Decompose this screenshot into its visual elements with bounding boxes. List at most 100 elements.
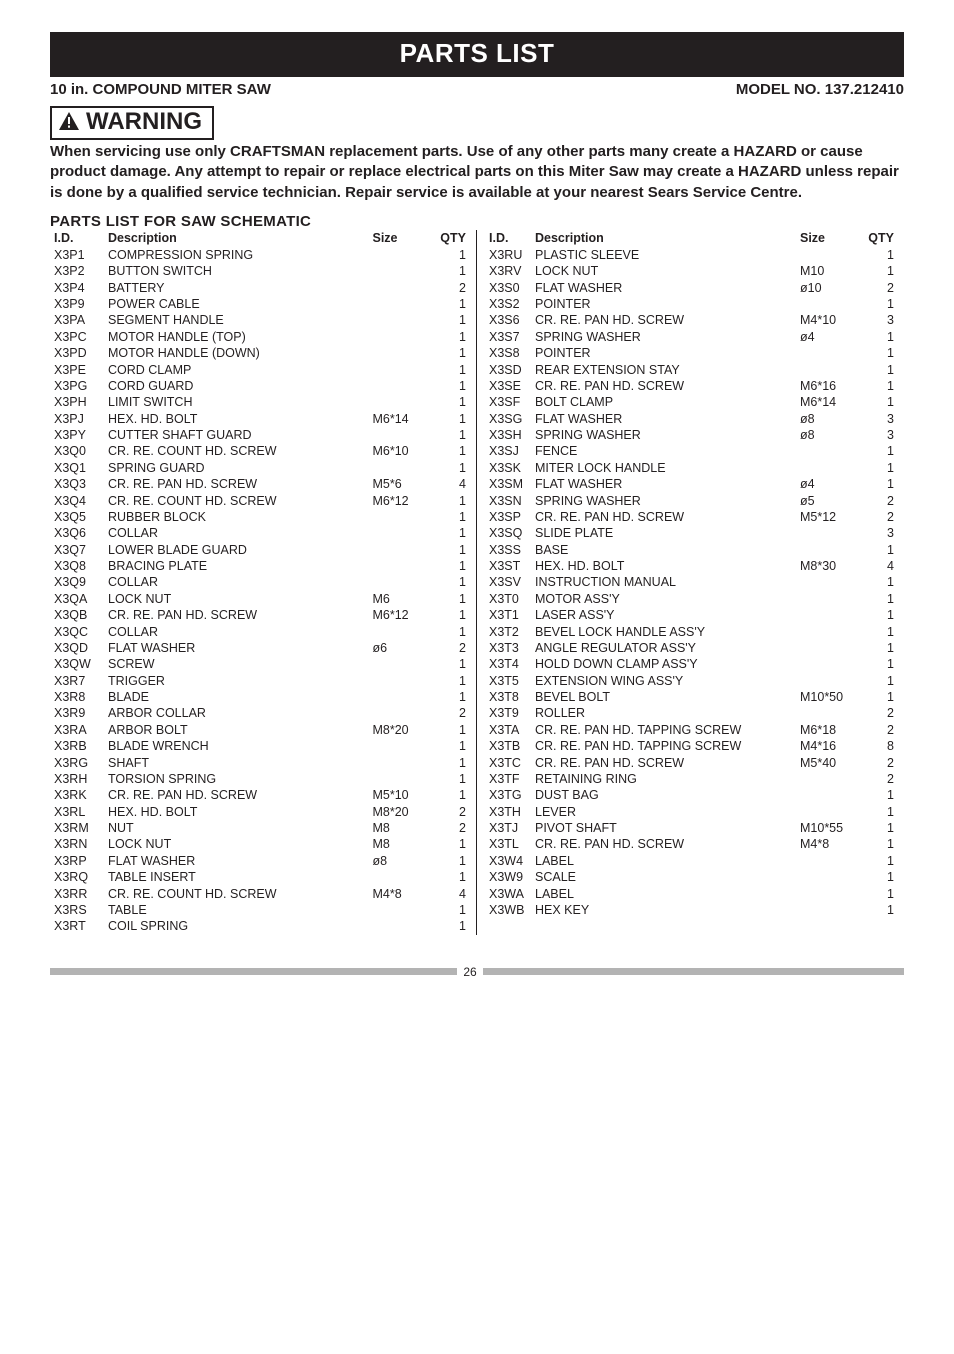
cell-id: X3QA bbox=[50, 591, 104, 607]
cell-qty: 1 bbox=[860, 689, 904, 705]
cell-qty: 1 bbox=[860, 656, 904, 672]
cell-id: X3PJ bbox=[50, 411, 104, 427]
cell-id: X3SM bbox=[477, 476, 531, 492]
cell-id: X3RM bbox=[50, 820, 104, 836]
table-row: X3RRCR. RE. COUNT HD. SCREWM4*84 bbox=[50, 885, 477, 901]
table-row: X3W4LABEL1 bbox=[477, 853, 904, 869]
cell-size bbox=[796, 345, 860, 361]
col-header-qty: QTY bbox=[433, 230, 477, 247]
cell-desc: FLAT WASHER bbox=[531, 476, 796, 492]
table-row: X3WALABEL1 bbox=[477, 885, 904, 901]
warning-label: WARNING bbox=[86, 110, 202, 134]
cell-id: X3PG bbox=[50, 378, 104, 394]
cell-size: M6*12 bbox=[369, 492, 433, 508]
cell-id: X3R7 bbox=[50, 673, 104, 689]
cell-desc: FLAT WASHER bbox=[531, 411, 796, 427]
table-row: X3QWSCREW1 bbox=[50, 656, 477, 672]
cell-qty: 2 bbox=[860, 492, 904, 508]
table-row: X3RSTABLE1 bbox=[50, 902, 477, 918]
cell-desc: COLLAR bbox=[104, 623, 369, 639]
cell-id: X3RV bbox=[477, 263, 531, 279]
parts-table-left: I.D. Description Size QTY X3P1COMPRESSIO… bbox=[50, 230, 477, 935]
cell-desc: SPRING WASHER bbox=[531, 427, 796, 443]
col-header-id: I.D. bbox=[50, 230, 104, 247]
cell-id: X3SP bbox=[477, 509, 531, 525]
cell-desc: RUBBER BLOCK bbox=[104, 509, 369, 525]
cell-qty: 1 bbox=[433, 771, 477, 787]
cell-size bbox=[369, 525, 433, 541]
table-row: X3RBBLADE WRENCH1 bbox=[50, 738, 477, 754]
cell-desc: CR. RE. PAN HD. SCREW bbox=[531, 754, 796, 770]
cell-qty: 2 bbox=[860, 722, 904, 738]
cell-size: M5*40 bbox=[796, 754, 860, 770]
cell-qty: 3 bbox=[860, 525, 904, 541]
table-row: X3PJHEX. HD. BOLTM6*141 bbox=[50, 411, 477, 427]
cell-desc: LEVER bbox=[531, 804, 796, 820]
cell-desc: CR. RE. PAN HD. SCREW bbox=[531, 509, 796, 525]
table-row: X3Q5RUBBER BLOCK1 bbox=[50, 509, 477, 525]
cell-id: X3Q1 bbox=[50, 460, 104, 476]
cell-qty: 1 bbox=[433, 394, 477, 410]
cell-size bbox=[369, 329, 433, 345]
table-row: X3RUPLASTIC SLEEVE1 bbox=[477, 247, 904, 263]
cell-size bbox=[369, 558, 433, 574]
cell-desc: COLLAR bbox=[104, 574, 369, 590]
table-row: X3T4HOLD DOWN CLAMP ASS'Y1 bbox=[477, 656, 904, 672]
cell-id: X3TB bbox=[477, 738, 531, 754]
warning-triangle-icon bbox=[58, 111, 80, 135]
cell-desc: HEX. HD. BOLT bbox=[531, 558, 796, 574]
cell-qty: 1 bbox=[433, 411, 477, 427]
cell-qty: 2 bbox=[433, 280, 477, 296]
cell-desc: POINTER bbox=[531, 296, 796, 312]
cell-qty: 1 bbox=[860, 836, 904, 852]
table-row: X3TACR. RE. PAN HD. TAPPING SCREWM6*182 bbox=[477, 722, 904, 738]
table-row: X3TJPIVOT SHAFTM10*551 bbox=[477, 820, 904, 836]
cell-size bbox=[369, 656, 433, 672]
cell-desc: BLADE WRENCH bbox=[104, 738, 369, 754]
cell-desc: FLAT WASHER bbox=[531, 280, 796, 296]
cell-qty: 2 bbox=[860, 509, 904, 525]
cell-desc: HEX KEY bbox=[531, 902, 796, 918]
cell-id: X3R9 bbox=[50, 705, 104, 721]
table-row: X3TBCR. RE. PAN HD. TAPPING SCREWM4*168 bbox=[477, 738, 904, 754]
cell-qty: 1 bbox=[433, 754, 477, 770]
cell-id: X3RT bbox=[50, 918, 104, 934]
table-row: X3SSBASE1 bbox=[477, 542, 904, 558]
cell-desc: MOTOR ASS'Y bbox=[531, 591, 796, 607]
cell-size: M5*10 bbox=[369, 787, 433, 803]
cell-desc: MITER LOCK HANDLE bbox=[531, 460, 796, 476]
cell-size bbox=[369, 542, 433, 558]
cell-id: X3SE bbox=[477, 378, 531, 394]
cell-id: X3S6 bbox=[477, 312, 531, 328]
cell-desc: SLIDE PLATE bbox=[531, 525, 796, 541]
cell-desc: TABLE INSERT bbox=[104, 869, 369, 885]
cell-size bbox=[369, 427, 433, 443]
cell-id: X3RN bbox=[50, 836, 104, 852]
cell-desc: SPRING GUARD bbox=[104, 460, 369, 476]
table-row: X3SNSPRING WASHERø52 bbox=[477, 492, 904, 508]
cell-size bbox=[796, 542, 860, 558]
cell-desc: POWER CABLE bbox=[104, 296, 369, 312]
table-header-row: I.D. Description Size QTY bbox=[50, 230, 477, 247]
cell-qty: 1 bbox=[860, 542, 904, 558]
cell-qty: 1 bbox=[860, 787, 904, 803]
table-row: X3QDFLAT WASHERø62 bbox=[50, 640, 477, 656]
cell-desc: CR. RE. PAN HD. SCREW bbox=[104, 787, 369, 803]
cell-id: X3RR bbox=[50, 885, 104, 901]
table-row: X3P2BUTTON SWITCH1 bbox=[50, 263, 477, 279]
cell-id: X3QB bbox=[50, 607, 104, 623]
cell-qty: 4 bbox=[860, 558, 904, 574]
table-row: X3SMFLAT WASHERø41 bbox=[477, 476, 904, 492]
cell-size: M4*8 bbox=[796, 836, 860, 852]
cell-size: M8 bbox=[369, 836, 433, 852]
cell-id: X3SS bbox=[477, 542, 531, 558]
cell-qty: 1 bbox=[433, 558, 477, 574]
table-row: X3RGSHAFT1 bbox=[50, 754, 477, 770]
table-row: X3SDREAR EXTENSION STAY1 bbox=[477, 361, 904, 377]
cell-size: M6*16 bbox=[796, 378, 860, 394]
col-header-size: Size bbox=[796, 230, 860, 247]
table-row: X3PASEGMENT HANDLE1 bbox=[50, 312, 477, 328]
cell-qty: 1 bbox=[860, 804, 904, 820]
table-row: X3Q9COLLAR1 bbox=[50, 574, 477, 590]
cell-size bbox=[369, 361, 433, 377]
